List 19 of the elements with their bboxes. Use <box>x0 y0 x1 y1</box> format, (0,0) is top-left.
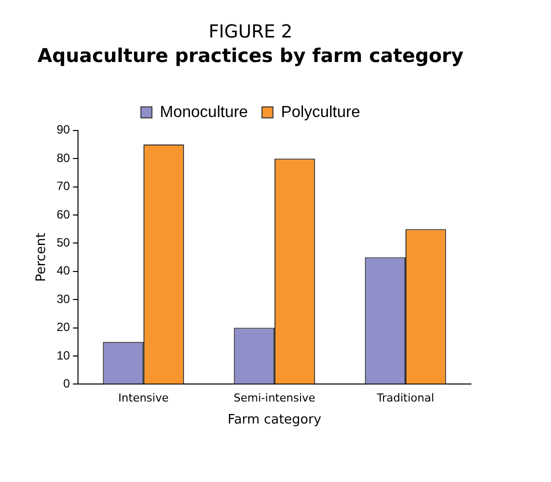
y-tick-label: 60 <box>56 207 70 222</box>
y-tick-label: 80 <box>56 150 70 165</box>
y-tick-label: 20 <box>56 320 70 334</box>
x-tick-label: Intensive <box>118 392 169 405</box>
y-tick-label: 0 <box>63 376 70 391</box>
legend-label: Monoculture <box>160 104 248 121</box>
x-tick-label: Semi-intensive <box>234 392 316 405</box>
legend-label: Polyculture <box>280 104 360 121</box>
y-tick-label: 30 <box>56 292 70 306</box>
y-tick-label: 70 <box>56 179 70 194</box>
y-tick-label: 40 <box>56 264 70 278</box>
chart-subtitle: Aquaculture practices by farm category <box>37 44 464 67</box>
y-tick-label: 90 <box>56 122 70 137</box>
y-axis-title: Percent <box>34 232 50 282</box>
x-tick-label: Traditional <box>376 392 434 405</box>
y-tick-label: 50 <box>56 236 70 250</box>
x-axis-title: Farm category <box>228 412 322 428</box>
y-tick-label: 10 <box>56 348 70 362</box>
chart-title: FIGURE 2 <box>208 21 292 42</box>
